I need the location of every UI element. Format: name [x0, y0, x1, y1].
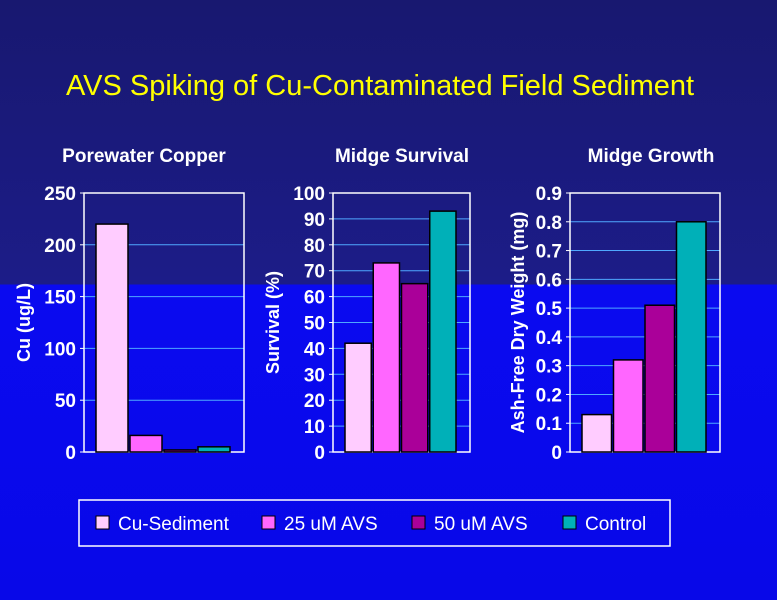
bar-50-um-avs: [400, 282, 429, 453]
bar-control: [675, 221, 707, 453]
y-axis-label: Survival (%): [263, 271, 283, 374]
y-tick-label: 0.7: [536, 242, 562, 263]
y-tick-label: 0.5: [536, 299, 563, 320]
y-tick-label: 40: [304, 339, 325, 360]
y-tick-label: 250: [44, 184, 76, 205]
y-axis-label: Ash-Free Dry Weight (mg): [508, 212, 528, 434]
y-tick-label: 0: [65, 443, 76, 464]
bar-cu-sediment: [344, 342, 372, 453]
y-tick-label: 0.4: [536, 328, 563, 349]
legend-swatch: [95, 515, 110, 530]
y-tick-label: 100: [293, 184, 325, 205]
bar-25-um-avs: [612, 359, 644, 453]
bar-25-um-avs: [372, 262, 401, 453]
y-tick-label: 0.9: [536, 184, 562, 205]
legend-swatch: [261, 515, 276, 530]
y-tick-label: 50: [55, 391, 76, 412]
legend-box: [78, 499, 671, 547]
chart-1: Porewater Copper 0 50 100 150 200 250 Cu (ug/L): [14, 146, 245, 464]
y-tick-label: 200: [44, 236, 76, 257]
legend-item: Cu-Sediment: [95, 514, 230, 535]
y-tick-label: 90: [304, 210, 325, 231]
legend-label: 50 uM AVS: [434, 514, 528, 535]
y-tick-label: 0.8: [536, 213, 562, 234]
legend-label: 25 uM AVS: [284, 514, 378, 535]
y-tick-label: 100: [44, 339, 76, 360]
chart-title: Midge Growth: [588, 146, 715, 167]
legend: Cu-Sediment 25 uM AVS 50 uM AVS Control: [78, 499, 671, 547]
y-tick-label: 30: [304, 365, 325, 386]
bar-control: [197, 446, 231, 453]
chart-title: Porewater Copper: [62, 146, 226, 167]
bar-50-um-avs: [163, 449, 197, 453]
y-tick-label: 0.1: [536, 414, 563, 435]
bar-cu-sediment: [581, 413, 613, 453]
y-tick-label: 80: [304, 236, 325, 257]
y-tick-label: 0: [314, 443, 325, 464]
bar-cu-sediment: [95, 223, 129, 453]
y-tick-label: 0.6: [536, 270, 562, 291]
bar-control: [429, 210, 457, 453]
bar-25-um-avs: [129, 434, 163, 453]
legend-label: Control: [585, 514, 646, 535]
y-tick-label: 20: [304, 391, 325, 412]
y-tick-label: 10: [304, 417, 325, 438]
legend-item: 25 uM AVS: [261, 514, 378, 535]
y-tick-label: 70: [304, 262, 325, 283]
legend-item: Control: [562, 514, 646, 535]
y-tick-label: 60: [304, 288, 325, 309]
chart-title: Midge Survival: [335, 146, 469, 167]
slide-title: AVS Spiking of Cu-Contaminated Field Sed…: [66, 70, 694, 102]
legend-swatch: [562, 515, 577, 530]
bar-50-um-avs: [644, 304, 676, 453]
y-axis-label: Cu (ug/L): [14, 283, 34, 362]
y-tick-label: 150: [44, 288, 76, 309]
y-tick-label: 50: [304, 314, 325, 335]
chart-2: Midge Survival 0 10 20 30 40 50 60 70 80 90 100 Surv…: [263, 146, 471, 464]
legend-label: Cu-Sediment: [118, 514, 230, 535]
chart-3: Midge Growth 0 0.1 0.2 0.3 0.4 0.5 0.6 0.7 0.8 0.9…: [508, 146, 721, 464]
legend-item: 50 uM AVS: [411, 514, 528, 535]
y-tick-label: 0: [551, 443, 562, 464]
y-tick-label: 0.3: [536, 357, 562, 378]
y-tick-label: 0.2: [536, 385, 562, 406]
legend-swatch: [411, 515, 426, 530]
